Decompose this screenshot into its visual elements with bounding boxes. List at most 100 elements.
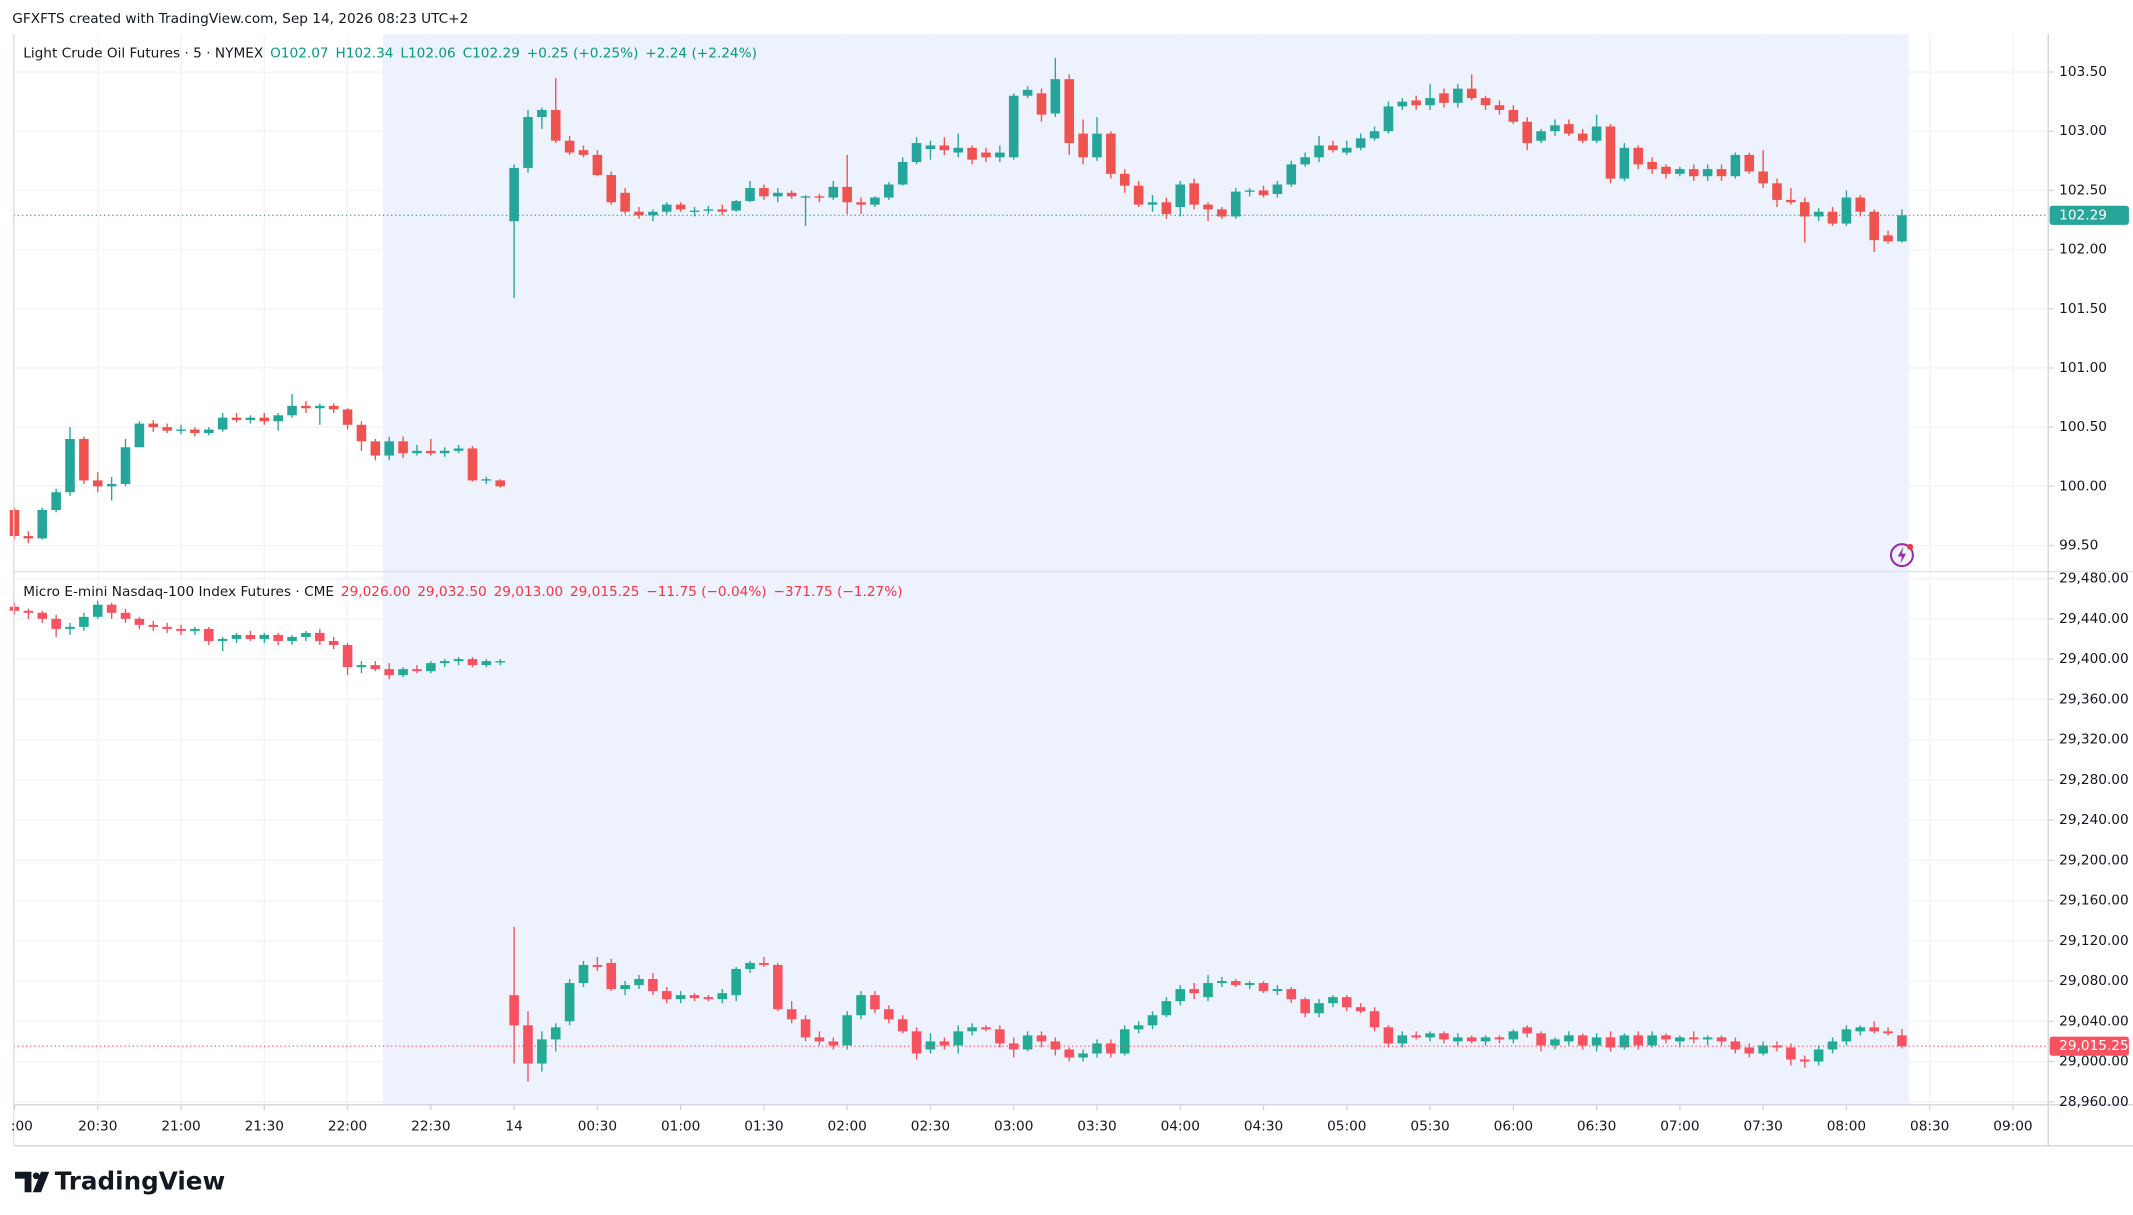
candle-body [1397,1035,1408,1044]
candle-body [1813,211,1824,217]
y-tick-label: 29,040.00 [2059,1013,2129,1029]
candle-body [204,429,214,434]
candle-body [550,109,561,141]
candle-body [1536,131,1546,141]
candle-body [1272,989,1283,992]
x-tick-label: 06:30 [1577,1119,1616,1135]
candle-body [1355,138,1366,148]
candle-body [897,1019,908,1032]
candle-body [1272,184,1283,194]
candle-body [1355,1007,1366,1012]
candle-body [537,1039,547,1064]
candle-body [1106,1043,1116,1054]
candle-body [1675,169,1685,174]
candle-body [1383,1027,1394,1044]
candle-body [1286,164,1297,185]
candle-body [120,447,131,484]
candle-body [1758,171,1768,184]
candle-body [1397,101,1408,107]
candle-body [495,661,506,663]
candle-body [439,661,450,664]
y-tick-label: 29,080.00 [2059,973,2129,989]
candle-body [1411,1035,1421,1038]
candle-body [1550,1039,1560,1046]
y-tick-label: 100.00 [2059,478,2107,494]
candle-body [1841,1029,1852,1042]
x-tick-label: 04:30 [1244,1119,1283,1135]
candle-body [592,964,603,967]
candle-body [1841,197,1852,224]
candle-body [717,209,728,212]
x-tick-label: 21:00 [161,1119,200,1135]
candle-body [1008,95,1019,158]
candle-body [1342,997,1352,1008]
legend: Light Crude Oil Futures · 5 · NYMEX O102.… [23,45,757,61]
candle-body [1314,145,1324,158]
candle-body [1619,147,1630,179]
candle-body [1730,1041,1741,1050]
candle-body [1480,98,1491,106]
alert-icon[interactable] [1889,543,1914,568]
candle-body [1161,202,1172,215]
candle-body [620,192,630,212]
candle-body [1702,169,1713,177]
alert-circle[interactable] [1889,543,1914,568]
candle-body [79,438,89,481]
candle-body [65,626,75,629]
candle-body [550,1027,561,1040]
candle-body [23,536,34,539]
candle-body [1050,79,1061,114]
candle-body [245,417,256,421]
candle-body [1577,1035,1588,1046]
candle-body [1078,1053,1088,1058]
x-tick-label: 03:30 [1077,1119,1116,1135]
candle-body [1411,100,1421,106]
candle-body [1799,1059,1810,1062]
legend-title: Light Crude Oil Futures · 5 · NYMEX [23,45,263,61]
logo-mark [15,1171,50,1193]
candle-body [287,636,297,641]
candle-body [1647,1035,1657,1046]
x-tick-label: 09:00 [1993,1119,2032,1135]
candle-body [1883,235,1893,242]
candle-body [981,1027,991,1030]
candle-body [384,669,394,676]
y-tick-label: 29,240.00 [2059,812,2129,828]
legend-value: C102.29 [463,45,520,61]
candle-body [759,962,769,965]
candle-body [1799,202,1810,217]
y-tick-label: 29,120.00 [2059,933,2129,949]
candle-body [884,1009,894,1020]
candle-body [925,1041,936,1050]
candle-body [786,192,797,197]
last-price-label: 102.29 [2059,207,2107,223]
candle-body [1453,1037,1463,1042]
candle-body [204,628,214,641]
candle-body [1439,93,1449,103]
candle-body [356,424,367,442]
candle-body [1092,1043,1102,1054]
candle-body [1730,154,1741,177]
candle-body [800,196,811,198]
x-tick-label: 01:30 [744,1119,783,1135]
candle-body [1716,1037,1727,1042]
candle-body [1064,1049,1075,1058]
candle-body [315,405,325,409]
candle-body [92,604,103,617]
candle-body [1522,1027,1532,1034]
candle-body [301,632,311,637]
y-tick-label: 29,200.00 [2059,852,2129,868]
candle-body [1494,1037,1505,1040]
candle-body [1786,1047,1796,1060]
grid [13,34,2049,1105]
candle-body [1466,1037,1477,1042]
candle-body [453,448,464,451]
candle-body [259,634,270,639]
last-price-label: 29,015.25 [2059,1038,2129,1054]
candle-body [1133,1025,1144,1030]
candle-body [1244,983,1255,986]
candle-body [217,638,228,641]
candle-body [1175,989,1186,1002]
candle-body [731,201,741,211]
candle-body [1466,88,1477,99]
